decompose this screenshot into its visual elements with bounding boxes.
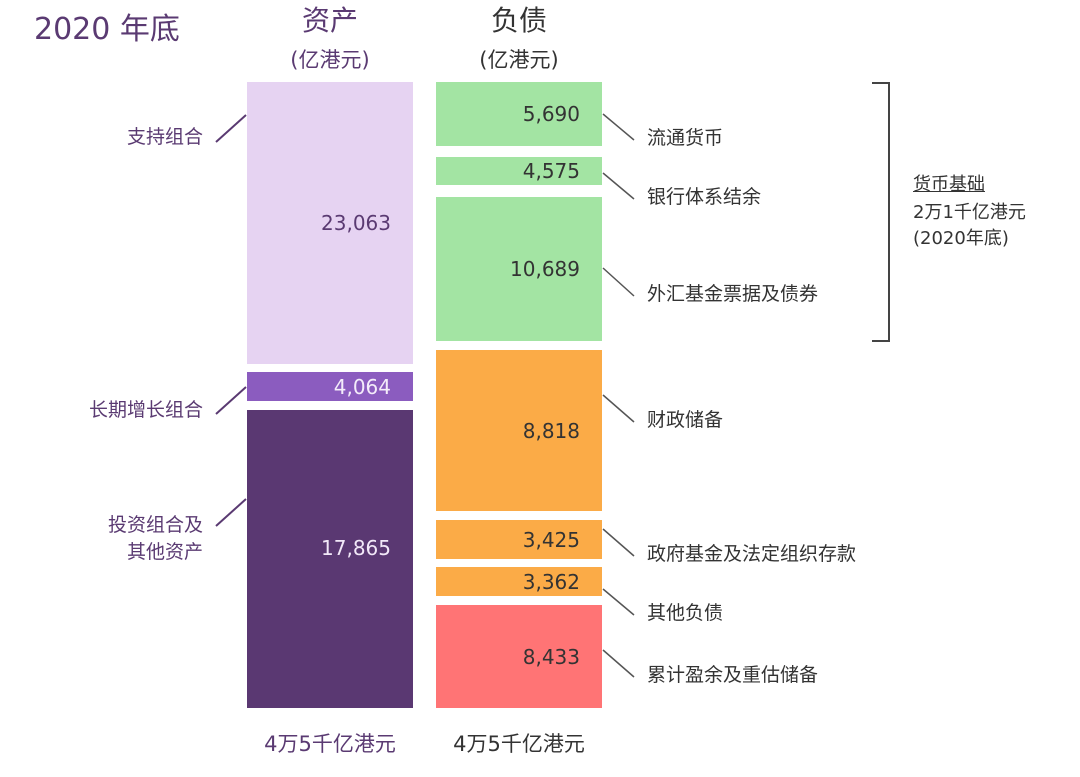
label-support-portfolio: 支持组合 — [126, 126, 203, 148]
bar-value: 17,865 — [321, 536, 391, 560]
label-line: 其他资产 — [126, 541, 203, 563]
label-line: 投资组合及 — [107, 514, 203, 536]
bar-value: 10,689 — [510, 257, 580, 281]
liability-bar-exchange-fund-bills: 10,689 — [436, 197, 602, 341]
liabilities-column-title: 负债 — [490, 4, 547, 37]
bar-value: 4,575 — [522, 159, 580, 183]
label-aggregate-balance: 银行体系结余 — [647, 186, 762, 208]
label-government-funds: 政府基金及法定组织存款 — [647, 543, 857, 565]
monetary-base-title: 货币基础 — [913, 174, 985, 195]
assets-unit: (亿港元) — [290, 48, 370, 72]
liability-bar-government-funds: 3,425 — [436, 520, 602, 559]
label-long-term-growth: 长期增长组合 — [88, 399, 203, 421]
bar-value: 8,818 — [522, 418, 580, 443]
monetary-base-amount: 2万1千亿港元 — [913, 202, 1026, 223]
chart-title-year: 2020 年底 — [34, 12, 180, 47]
asset-bar-investment-portfolio: 17,865 — [247, 410, 413, 708]
bar-value: 3,362 — [522, 569, 580, 594]
liability-bar-currency-in-circulation: 5,690 — [436, 82, 602, 146]
label-currency-in-circulation: 流通货币 — [647, 127, 724, 149]
monetary-base-date: (2020年底) — [913, 228, 1009, 249]
liabilities-unit: (亿港元) — [479, 48, 559, 72]
liability-bar-fiscal-reserves: 8,818 — [436, 350, 602, 511]
bar-value: 8,433 — [522, 644, 580, 669]
label-other-liabilities: 其他负债 — [647, 602, 724, 624]
label-accumulated-surplus: 累计盈余及重估储备 — [647, 664, 819, 686]
assets-column-title: 资产 — [301, 4, 358, 37]
assets-total: 4万5千亿港元 — [264, 732, 396, 756]
bar-value: 3,425 — [522, 527, 580, 552]
liability-bar-accumulated-surplus: 8,433 — [436, 605, 602, 708]
label-exchange-fund-bills: 外汇基金票据及债券 — [647, 283, 819, 305]
liability-bar-aggregate-balance: 4,575 — [436, 157, 602, 185]
liability-bar-other-liabilities: 3,362 — [436, 567, 602, 596]
bar-value: 4,064 — [333, 374, 391, 399]
bar-value: 5,690 — [522, 102, 580, 126]
asset-bar-long-term-growth: 4,064 — [247, 372, 413, 401]
monetary-base-annotation: 货币基础 2万1千亿港元 (2020年底) — [913, 170, 1026, 252]
label-fiscal-reserves: 财政储备 — [647, 409, 724, 431]
liabilities-total: 4万5千亿港元 — [453, 732, 585, 756]
bar-value: 23,063 — [321, 211, 391, 235]
asset-bar-support-portfolio: 23,063 — [247, 82, 413, 364]
label-investment-portfolio: 投资组合及 其他资产 — [40, 512, 203, 566]
monetary-base-bracket — [872, 82, 890, 342]
